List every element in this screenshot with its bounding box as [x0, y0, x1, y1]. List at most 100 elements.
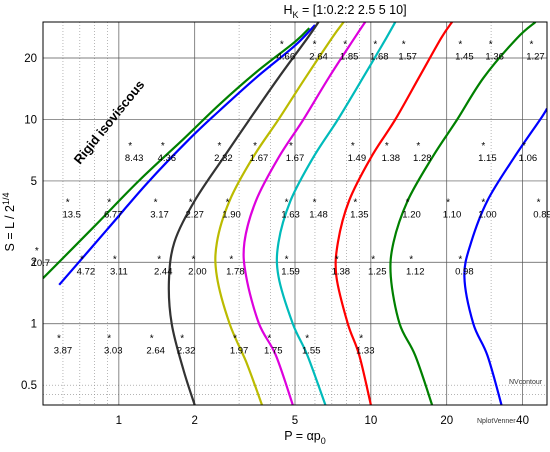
point-value-label: 0.98 — [455, 266, 474, 277]
x-axis-label: P = αp0 — [284, 429, 326, 446]
y-axis-label-sup: 1/4 — [1, 193, 11, 206]
point-value-label: 1.63 — [281, 210, 300, 221]
point-value-label: 1.59 — [281, 266, 300, 277]
series-1-line — [43, 27, 311, 279]
y-tick-label: 5 — [31, 176, 37, 188]
point-value-label: 1.90 — [222, 210, 241, 221]
series-6-line — [275, 22, 397, 405]
point-marker: * — [409, 254, 413, 265]
x-tick-label: 10 — [364, 415, 377, 427]
point-value-label: 2.64 — [146, 346, 165, 357]
point-marker: * — [113, 254, 117, 265]
series-7-line — [334, 22, 453, 405]
point-marker: * — [154, 198, 158, 209]
point-value-label: 13.5 — [62, 210, 81, 221]
point-value-label: 4.72 — [77, 266, 96, 277]
point-marker: * — [253, 141, 257, 152]
point-value-label: 4.36 — [158, 153, 177, 164]
point-marker: * — [371, 254, 375, 265]
series-9-line — [463, 108, 547, 405]
point-value-label: 1.68 — [370, 52, 389, 63]
point-marker: * — [267, 334, 271, 345]
point-marker: * — [233, 334, 237, 345]
title-rest: = [1:0.2:2 2.5 5 10] — [298, 3, 406, 17]
point-marker: * — [191, 254, 195, 265]
point-value-label: 1.36 — [485, 52, 504, 63]
point-value-label: 2.32 — [177, 346, 196, 357]
point-value-label: 1.48 — [309, 210, 328, 221]
point-marker: * — [217, 141, 221, 152]
series-5-line — [242, 22, 367, 405]
point-marker: * — [80, 254, 84, 265]
title-main: H — [283, 3, 292, 17]
point-marker: * — [128, 141, 132, 152]
y-ticks: 0.5 1 2 5 10 20 — [21, 53, 37, 392]
point-value-label: 3.11 — [110, 266, 128, 277]
annotation-nplotvenner: NplotVenner — [477, 418, 516, 425]
point-marker: * — [359, 334, 363, 345]
point-value-label: 8.43 — [125, 153, 144, 164]
point-value-label: 1.12 — [406, 266, 425, 277]
point-marker: * — [66, 198, 70, 209]
point-marker: * — [313, 198, 317, 209]
x-tick-label: 1 — [116, 415, 122, 427]
point-marker: * — [489, 40, 493, 51]
point-value-label: 1.35 — [350, 210, 369, 221]
point-marker: * — [406, 198, 410, 209]
point-value-label: 2.00 — [188, 266, 207, 277]
point-marker: * — [481, 198, 485, 209]
point-marker: * — [446, 198, 450, 209]
plot-frame — [42, 21, 548, 406]
point-value-label: 1.38 — [332, 266, 351, 277]
point-marker: * — [343, 40, 347, 51]
title-sub: K — [292, 10, 298, 20]
point-value-label: 1.67 — [286, 153, 305, 164]
y-tick-label: 0.5 — [21, 380, 37, 392]
point-value-label: 1.67 — [250, 153, 269, 164]
point-marker: * — [285, 198, 289, 209]
point-marker: * — [157, 254, 161, 265]
point-marker: * — [351, 141, 355, 152]
point-marker: * — [416, 141, 420, 152]
point-value-label: 2.44 — [154, 266, 173, 277]
annotation-nvcontour: NVcontour — [509, 379, 543, 386]
point-marker: * — [305, 334, 309, 345]
point-marker: * — [57, 334, 61, 345]
point-marker: * — [107, 334, 111, 345]
y-tick-label: 10 — [24, 114, 37, 126]
point-value-label: 3.87 — [54, 346, 73, 357]
point-value-label: 1.57 — [398, 52, 417, 63]
point-value-label: 1.33 — [356, 346, 375, 357]
point-value-label: 1.20 — [402, 210, 421, 221]
point-value-label: 0.89 — [533, 210, 550, 221]
point-marker: * — [402, 40, 406, 51]
point-value-label: 4.66 — [277, 52, 296, 63]
point-value-label: 1.00 — [478, 210, 497, 221]
point-marker: * — [35, 246, 39, 257]
point-marker: * — [373, 40, 377, 51]
point-value-label: 1.97 — [230, 346, 249, 357]
y-axis-label: S = L / 21/4 — [1, 193, 17, 252]
point-value-label: 2.64 — [309, 52, 328, 63]
point-marker: * — [289, 141, 293, 152]
y-tick-label: 2 — [31, 257, 37, 269]
point-value-label: 2.32 — [214, 153, 233, 164]
point-marker: * — [161, 141, 165, 152]
y-tick-label: 1 — [31, 319, 37, 331]
point-marker: * — [313, 40, 317, 51]
point-value-label: 1.15 — [478, 153, 497, 164]
point-marker: * — [537, 198, 541, 209]
series-8-line — [389, 22, 537, 405]
point-value-label: 1.49 — [348, 153, 367, 164]
x-tick-label: 2 — [192, 415, 198, 427]
point-marker: * — [522, 141, 526, 152]
x-tick-label: 5 — [292, 415, 298, 427]
point-value-label: 1.06 — [519, 153, 538, 164]
point-marker: * — [335, 254, 339, 265]
point-marker: * — [150, 334, 154, 345]
point-marker: * — [226, 198, 230, 209]
point-marker: * — [458, 254, 462, 265]
